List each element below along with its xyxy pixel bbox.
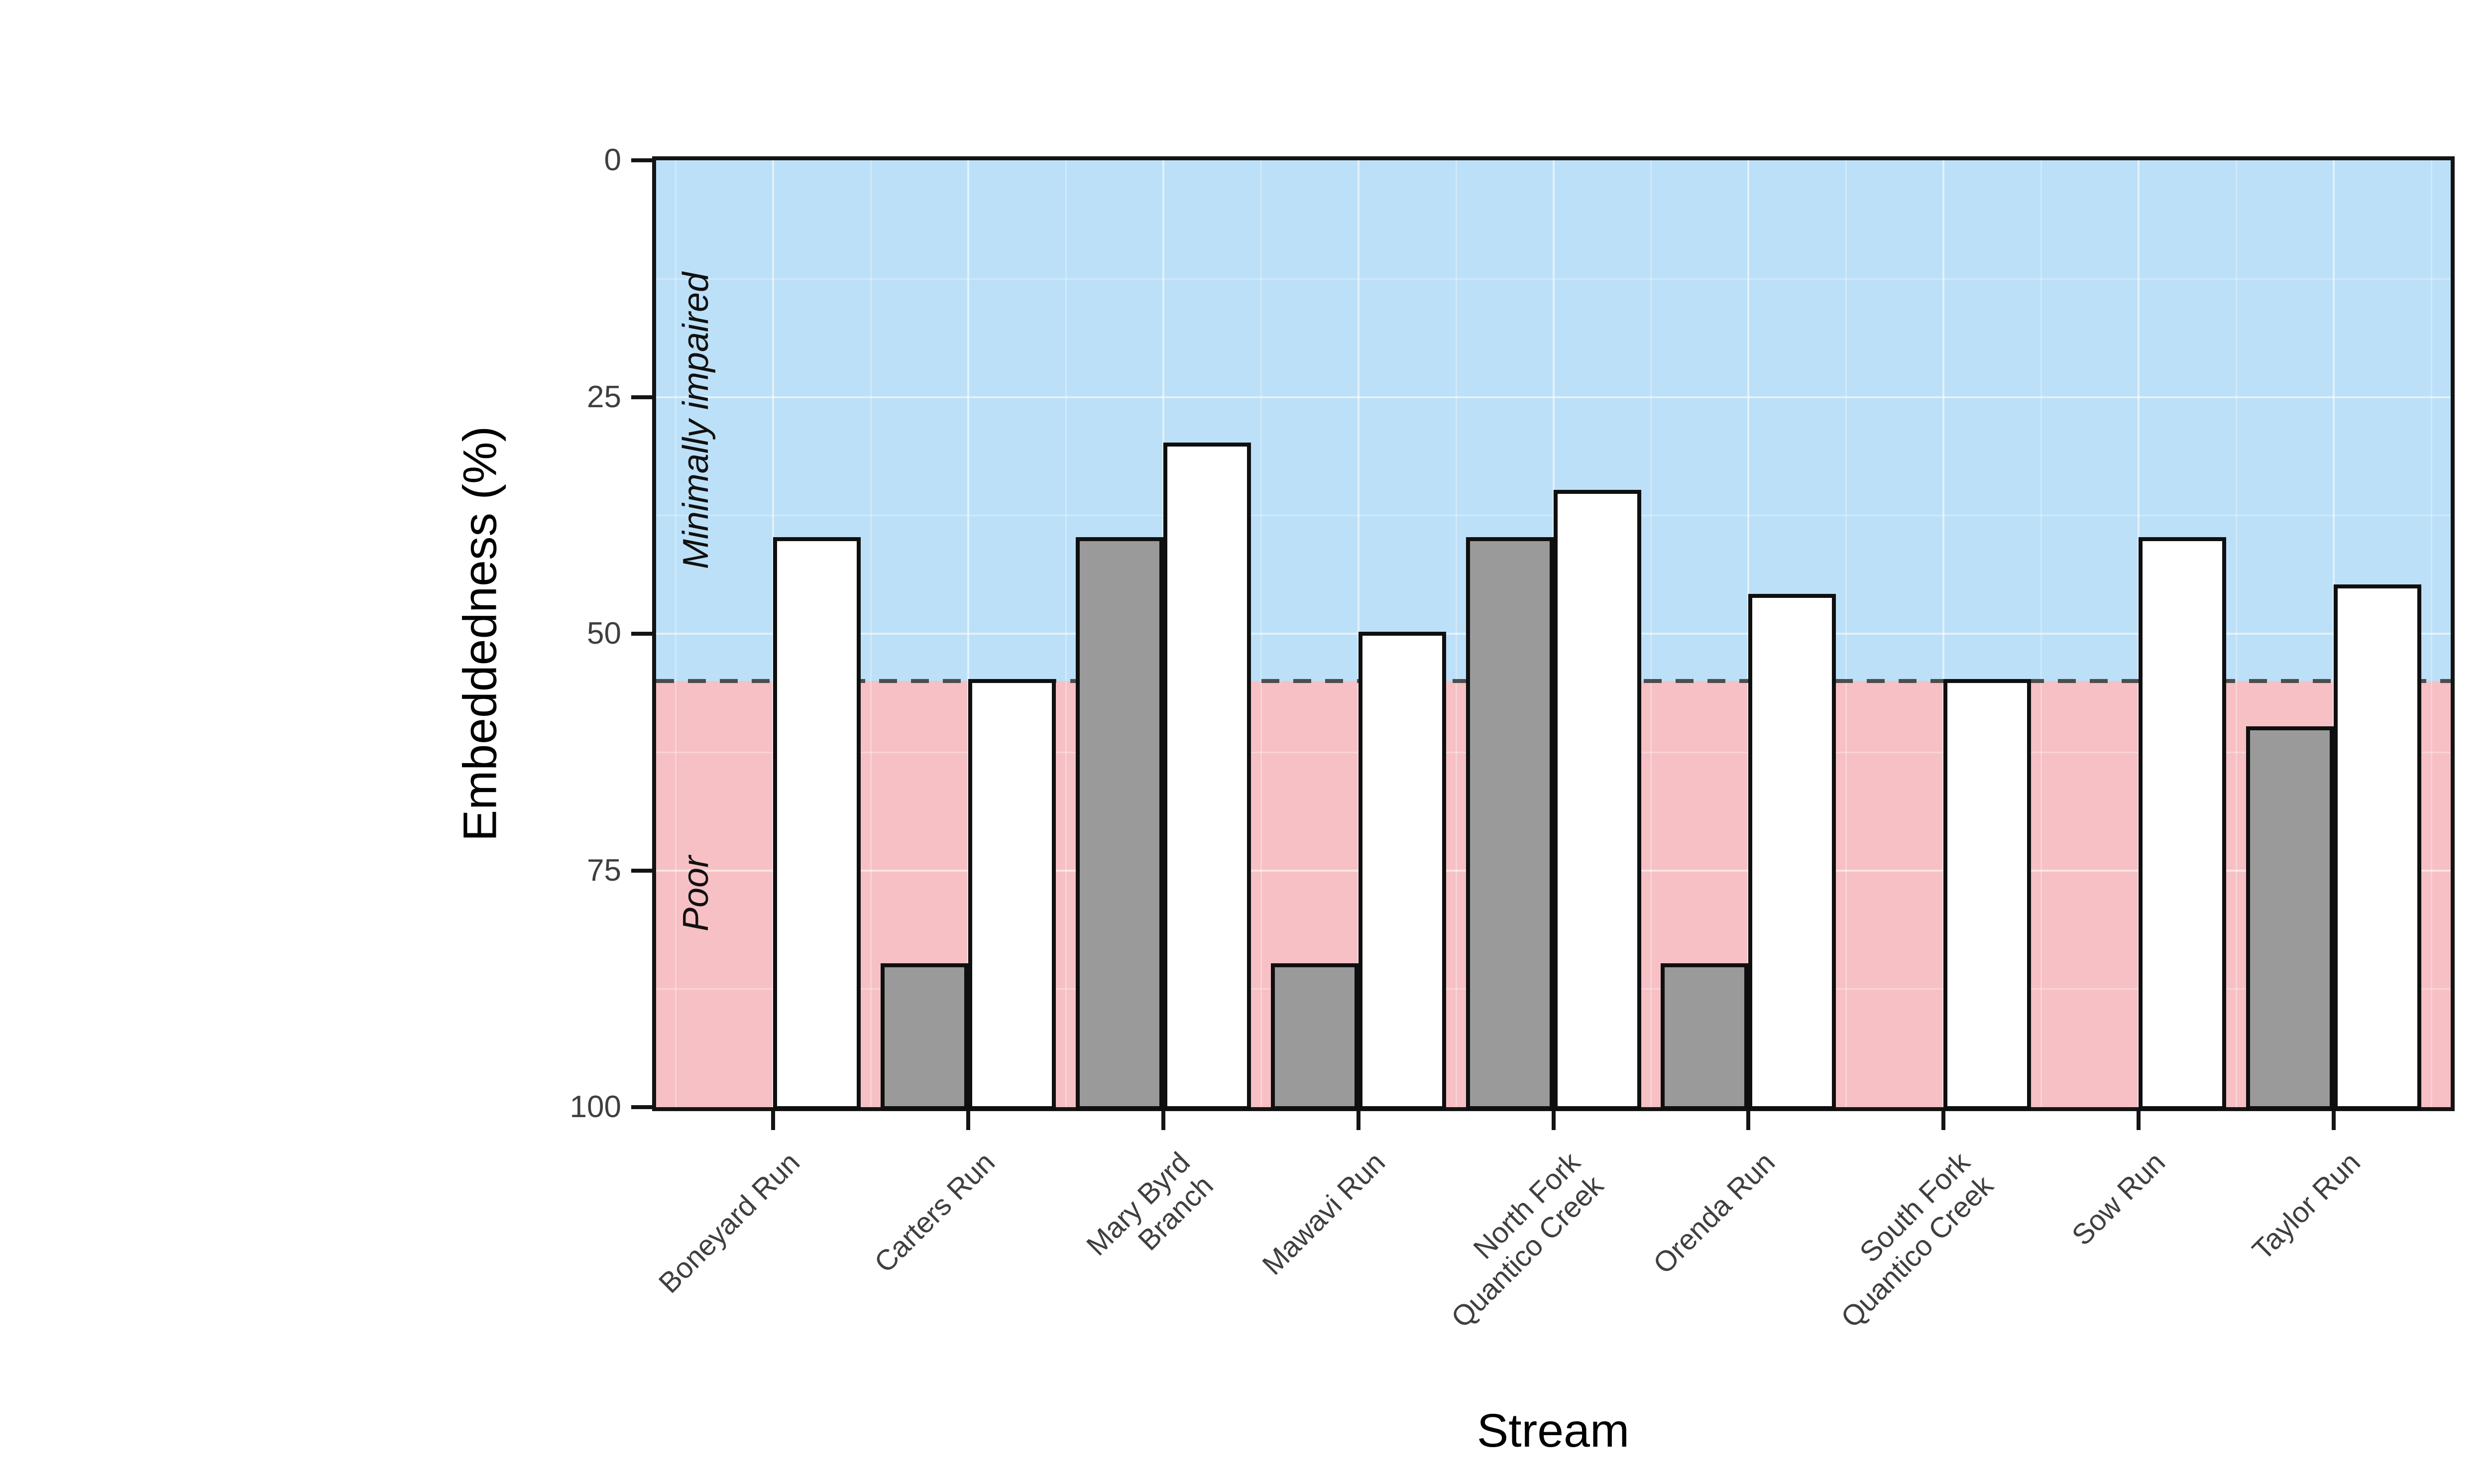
major-gridline (967, 160, 969, 1107)
minor-gridline (2040, 160, 2042, 1107)
y-tick (631, 868, 652, 873)
x-axis-title: Stream (1476, 1404, 1630, 1457)
bar-2011-taylor-run (2246, 726, 2334, 1110)
minor-gridline (1260, 160, 1262, 1107)
y-tick-label: 75 (587, 853, 621, 888)
minor-gridline (1845, 160, 1847, 1107)
x-tick (2331, 1111, 2336, 1130)
bar-2021-mary-byrd-branch (1163, 442, 1251, 1110)
minor-gridline (1650, 160, 1652, 1107)
bar-2021-mawavi-run (1358, 632, 1446, 1110)
bar-2021-carters-run (968, 679, 1056, 1110)
bar-2011-carters-run (880, 963, 968, 1110)
x-tick (1356, 1111, 1360, 1130)
x-tick (1746, 1111, 1751, 1130)
x-tick (771, 1111, 776, 1130)
bar-2021-sow-run (2139, 537, 2227, 1110)
minor-gridline (675, 160, 677, 1107)
bar-2021-boneyard-run (773, 537, 861, 1110)
bar-2021-taylor-run (2333, 584, 2421, 1110)
x-tick (966, 1111, 970, 1130)
y-tick-label: 0 (604, 143, 621, 177)
y-axis-title: Embeddedness (%) (453, 426, 507, 842)
bar-2011-mary-byrd-branch (1075, 537, 1163, 1110)
y-tick-label: 100 (569, 1090, 621, 1124)
x-tick (2137, 1111, 2141, 1130)
y-tick (631, 158, 652, 162)
y-tick-label: 25 (587, 379, 621, 414)
minor-gridline (1065, 160, 1067, 1107)
y-tick-label: 50 (587, 616, 621, 651)
y-tick (631, 632, 652, 636)
x-tick (1161, 1111, 1165, 1130)
bar-2021-north-fork-quantico-creek (1553, 489, 1641, 1110)
bar-2021-orenda-run (1748, 593, 1836, 1110)
zone-label-poor: Poor (676, 855, 716, 932)
bar-2011-mawavi-run (1270, 963, 1358, 1110)
x-tick (1551, 1111, 1556, 1130)
bar-2021-south-fork-quantico-creek (1943, 679, 2032, 1110)
major-gridline (1942, 160, 1945, 1107)
minor-gridline (1455, 160, 1457, 1107)
bar-2011-orenda-run (1661, 963, 1749, 1110)
minor-gridline (2430, 160, 2432, 1107)
bar-2011-north-fork-quantico-creek (1466, 537, 1554, 1110)
y-tick (631, 1105, 652, 1109)
y-tick (631, 395, 652, 399)
zone-label-minimally-impaired: Minimally impaired (676, 272, 716, 570)
minor-gridline (870, 160, 872, 1107)
x-tick (1941, 1111, 1946, 1130)
minor-gridline (2235, 160, 2237, 1107)
